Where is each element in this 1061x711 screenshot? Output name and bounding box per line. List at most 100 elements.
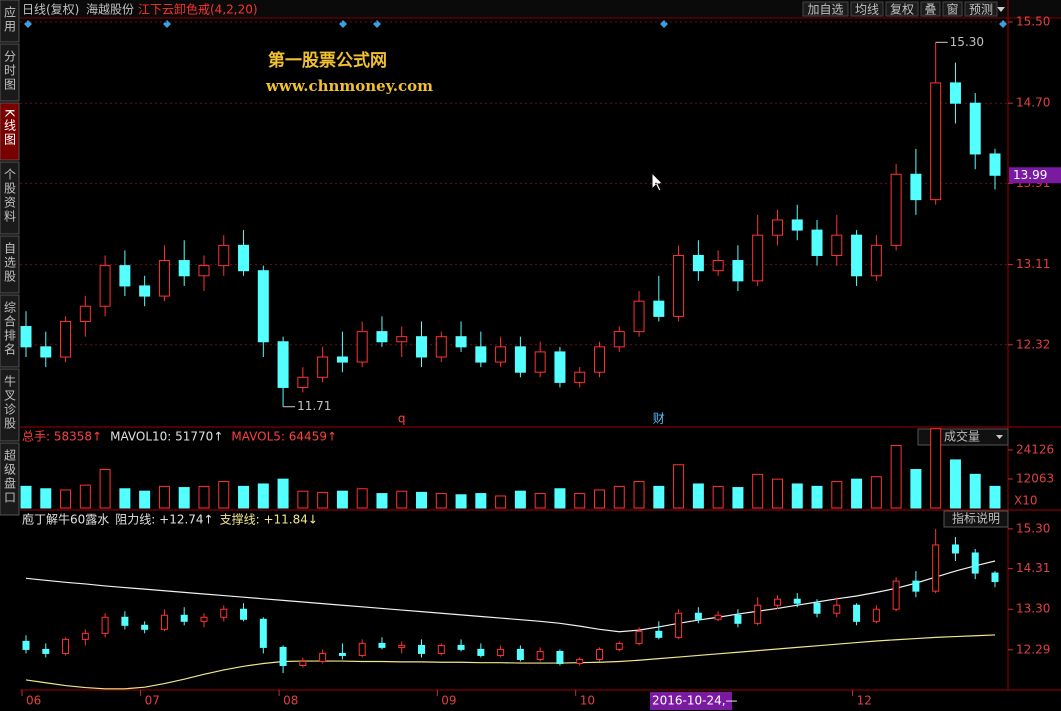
sidebar-tab[interactable] [0, 43, 20, 102]
candle-body [259, 618, 267, 648]
volume-bar [20, 485, 32, 509]
sidebar-tab[interactable] [0, 368, 20, 442]
candle-body [378, 642, 386, 648]
y-tick-label: 15.30 [1016, 521, 1050, 535]
volume-bar [692, 483, 704, 509]
candle-body [813, 602, 821, 614]
candle-body [99, 265, 111, 307]
candle-body [615, 642, 623, 650]
sidebar-label[interactable]: K线图 [3, 109, 17, 147]
toolbar-button-label[interactable]: 复权 [890, 3, 914, 17]
candle-body [497, 648, 505, 656]
candle-body [912, 580, 920, 592]
candle-body [218, 244, 230, 267]
volume-bar [297, 490, 309, 509]
sidebar-tab[interactable] [0, 161, 20, 235]
toolbar-button-label[interactable]: 加自选 [807, 3, 843, 17]
volume-header: MAVOL5: 64459↑ [231, 430, 337, 444]
candle-body [160, 614, 168, 630]
toolbar-button[interactable] [920, 1, 941, 17]
candle-body [593, 346, 605, 373]
event-marker[interactable]: q [398, 412, 406, 426]
sidebar-label[interactable]: 分时图 [3, 50, 17, 92]
sidebar-tab[interactable] [0, 294, 20, 368]
candle-body [200, 616, 208, 622]
cursor-date-box [650, 692, 732, 710]
candle-body [991, 572, 999, 583]
sidebar-label[interactable]: 应用 [3, 5, 17, 34]
volume-bar [969, 473, 981, 509]
toolbar-button-label[interactable]: 窗 [946, 3, 958, 17]
candle-body [279, 646, 287, 666]
sidebar-tab[interactable] [0, 0, 20, 43]
volume-bar [218, 481, 230, 509]
volume-bar [752, 473, 764, 509]
x-tick-label: 12 [857, 694, 872, 708]
volume-bar [416, 491, 428, 509]
volume-bar [139, 490, 151, 509]
candle-body [872, 608, 880, 622]
x-tick-label: 07 [145, 694, 160, 708]
sidebar-tab[interactable] [0, 102, 20, 161]
toolbar-button-label[interactable]: 叠 [924, 3, 936, 17]
menu-icon[interactable] [997, 7, 1005, 12]
volume-bar [673, 464, 685, 509]
volume-bar [771, 478, 783, 509]
sidebar-tab[interactable] [0, 235, 20, 294]
period[interactable]: 日线(复权) [22, 3, 79, 17]
candle-body [692, 254, 704, 272]
volume-bar [989, 485, 1001, 509]
sidebar-label[interactable]: 牛叉诊股 [3, 374, 17, 431]
y-tick-label: 13.11 [1016, 257, 1050, 271]
toolbar-button-label[interactable]: 预测 [969, 3, 993, 17]
volume-bar [870, 476, 882, 509]
sidebar-label[interactable]: 综合排名 [3, 301, 17, 357]
candle-body [356, 331, 368, 363]
volume-bar [574, 493, 586, 509]
candle-body [119, 265, 131, 287]
volume-bar [396, 490, 408, 509]
candle-body [574, 371, 586, 383]
candle-body [238, 244, 250, 272]
candle-body [773, 598, 781, 606]
toolbar-button[interactable] [964, 1, 998, 17]
candle-body [319, 652, 327, 662]
toolbar-button-label[interactable]: 均线 [855, 3, 879, 17]
toolbar-button[interactable] [885, 1, 919, 17]
sidebar-tab[interactable] [0, 442, 20, 516]
toolbar-button[interactable] [802, 1, 849, 17]
candle-body [675, 612, 683, 638]
indicator-title: 庖丁解牛60露水 [22, 512, 109, 527]
sidebar-label[interactable]: 个股资料 [3, 168, 17, 224]
toolbar-button[interactable] [942, 1, 963, 17]
candle-body [455, 336, 467, 348]
event-marker[interactable]: 财 [653, 412, 665, 426]
mouse-cursor [651, 171, 665, 192]
candle-body [853, 604, 861, 622]
candle-body [81, 632, 89, 640]
sidebar-label[interactable]: 自选股 [3, 242, 17, 284]
legend-entry: 支撑线: +11.84↓ [220, 512, 318, 527]
volume-bar [495, 495, 507, 509]
indicator-line [25, 560, 996, 633]
candle-body [220, 608, 228, 618]
candle-body [376, 331, 388, 343]
candle-body [576, 658, 584, 664]
y-tick-label: 12063 [1016, 471, 1054, 485]
volume-bar [534, 493, 546, 509]
candle-body [534, 351, 546, 373]
toolbar-button[interactable] [850, 1, 884, 17]
x-tick-label: 10 [580, 694, 595, 708]
volume-bar [930, 428, 942, 509]
candle-body [831, 234, 843, 256]
indicator-button[interactable] [943, 510, 1009, 528]
candle-body [158, 260, 170, 297]
indicator-name[interactable]: 江下云卸色戒(4,2,20) [138, 2, 258, 17]
candle-body [257, 270, 269, 343]
candle-body [42, 648, 50, 654]
indicator-button-label[interactable]: 指标说明 [952, 511, 1000, 526]
volume-selector-label[interactable]: 成交量 [944, 429, 980, 444]
x-tick-label: 09 [441, 694, 456, 708]
sidebar-label[interactable]: 超级盘口 [3, 448, 17, 505]
candle-body [633, 300, 645, 333]
